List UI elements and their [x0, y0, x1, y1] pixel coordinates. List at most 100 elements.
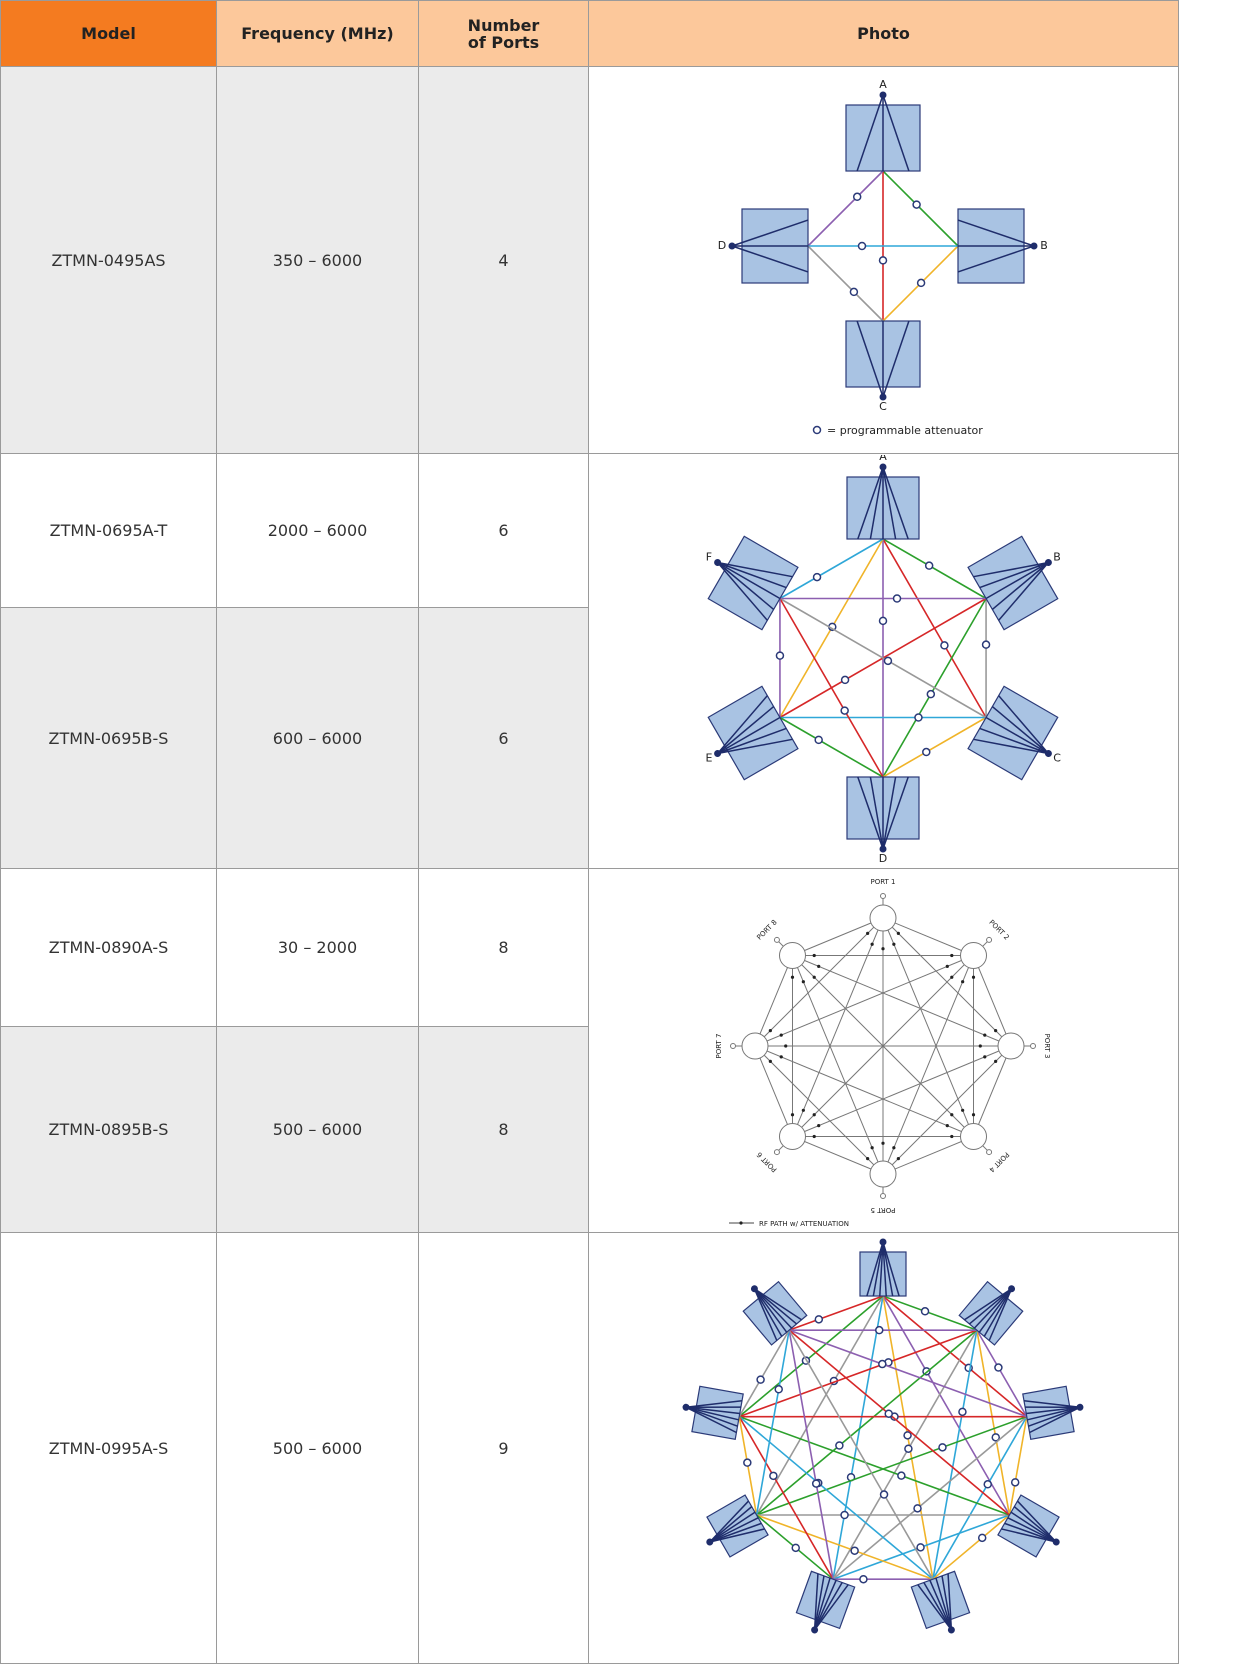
attenuator — [983, 1033, 987, 1037]
fan-line — [685, 1406, 738, 1427]
node — [778, 941, 806, 969]
rf-path — [792, 954, 884, 1174]
attenuator — [878, 616, 888, 625]
rf-path — [976, 1329, 1028, 1417]
fan-line — [979, 727, 1049, 754]
port-dot — [879, 91, 887, 98]
port-dot — [773, 1148, 780, 1155]
attenuator — [866, 1156, 870, 1160]
rf-path — [807, 244, 884, 322]
port-label: PORT 3 — [1043, 1033, 1051, 1058]
rf-path — [882, 1294, 1028, 1417]
rf-path — [792, 954, 1012, 1046]
attenuator — [768, 1059, 772, 1063]
fan-line — [717, 705, 775, 754]
fan-line — [717, 561, 775, 610]
fan-line — [731, 244, 809, 273]
photo: A B C D = programmable attenuator — [588, 66, 1179, 454]
fan-line — [717, 716, 781, 754]
attenuator — [945, 1123, 949, 1127]
rf-path — [756, 1415, 1028, 1516]
fan-line — [1029, 1406, 1081, 1433]
attenuator — [874, 1325, 884, 1334]
block — [859, 1250, 907, 1297]
attenuator — [840, 705, 849, 715]
port-label: PORT 5 — [870, 1206, 895, 1214]
rf-path — [738, 1328, 978, 1417]
fan-line — [923, 1581, 953, 1630]
attenuator — [912, 199, 921, 209]
port-dot — [811, 1625, 819, 1633]
attenuator — [756, 1374, 765, 1384]
attenuator — [857, 241, 867, 250]
ports: 8 — [418, 1026, 589, 1233]
attenuator — [859, 1574, 868, 1583]
spec-table: Model Frequency (MHz) Number of Ports Ph… — [0, 0, 1179, 1664]
fan-line — [869, 466, 884, 539]
attenuator — [940, 640, 949, 650]
switch-block — [795, 1570, 856, 1633]
legend: RF PATH w/ ATTENUATION — [759, 1220, 849, 1228]
fan-line — [717, 561, 781, 599]
diagram: A B C D E F — [705, 455, 1061, 865]
port-dot — [947, 1625, 955, 1633]
attenuator — [920, 1306, 930, 1316]
attenuator — [983, 1054, 987, 1058]
attenuator — [916, 278, 926, 287]
port-dot — [706, 1538, 714, 1545]
ports: 4 — [418, 66, 589, 454]
fan-line — [882, 776, 909, 849]
fan-line — [685, 1406, 739, 1421]
fan-line — [717, 738, 793, 754]
fan-line — [879, 1241, 884, 1296]
rf-path — [882, 1294, 978, 1331]
attenuator — [812, 572, 822, 581]
fan-line — [717, 694, 768, 754]
fan-line — [709, 1522, 762, 1543]
port-label: C — [1053, 751, 1061, 764]
rf-path — [882, 1135, 974, 1174]
attenuator — [775, 650, 785, 660]
legend-symbol — [739, 1220, 743, 1225]
attenuator — [961, 1108, 965, 1112]
attenuator — [994, 1362, 1003, 1372]
rf-path — [882, 716, 987, 778]
attenuator — [881, 946, 885, 950]
fan-line — [753, 1287, 798, 1325]
fan-line — [686, 1405, 741, 1408]
frequency: 500 – 6000 — [216, 1232, 419, 1664]
fan-line — [985, 716, 1049, 754]
rf-path — [832, 1295, 884, 1579]
fan-line — [753, 1287, 793, 1329]
fan-line — [947, 1573, 953, 1630]
rf-path — [807, 169, 884, 247]
fan-line — [856, 94, 884, 171]
port-dot — [714, 558, 722, 566]
rf-path — [882, 537, 987, 599]
switch-block — [910, 1570, 971, 1633]
attenuator — [779, 1033, 783, 1037]
fan-line — [685, 1406, 740, 1414]
rf-path — [973, 1045, 1012, 1137]
port-dot — [1044, 749, 1052, 757]
node — [778, 1122, 806, 1150]
port-dot — [750, 1284, 758, 1292]
fan-line — [1001, 1527, 1057, 1543]
attenuator — [849, 287, 859, 296]
attenuator — [994, 1059, 998, 1063]
port-label: B — [1053, 550, 1061, 563]
attenuator — [897, 1470, 906, 1480]
model: ZTMN-0695B-S — [0, 607, 217, 869]
switch-block — [682, 1385, 744, 1440]
attenuator — [950, 1112, 954, 1116]
fan-line — [813, 1579, 837, 1630]
frequency: 2000 – 6000 — [216, 453, 419, 608]
port-dot — [879, 393, 887, 400]
attenuator — [914, 712, 923, 722]
attenuator — [870, 1145, 874, 1149]
fan-line — [813, 1575, 825, 1630]
attenuator — [950, 1134, 954, 1138]
rf-path — [788, 1329, 934, 1580]
fan-line — [957, 244, 1035, 273]
